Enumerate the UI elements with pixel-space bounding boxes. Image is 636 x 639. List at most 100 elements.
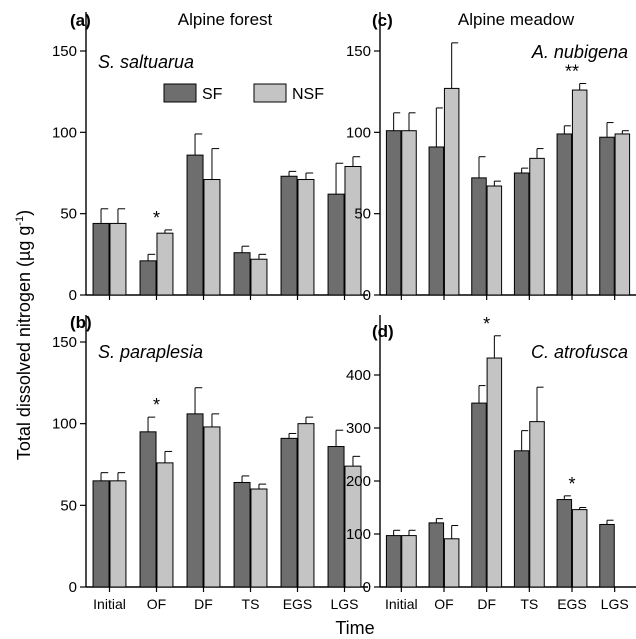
- y-tick-label: 100: [52, 416, 77, 433]
- significance-marker: *: [568, 474, 575, 494]
- y-tick-label: 50: [60, 206, 77, 223]
- y-tick-label: 100: [52, 124, 77, 141]
- x-axis-title: Time: [335, 618, 374, 638]
- panel-a: 0 50 100 150 * (a) S. saltuarua: [52, 11, 368, 304]
- bar-sf-ts: [233, 481, 251, 588]
- bar-nsf-of: [443, 87, 460, 296]
- bar-nsf-initial: [109, 222, 127, 296]
- x-tick-label: DF: [477, 596, 496, 612]
- significance-marker: *: [153, 395, 160, 415]
- x-tick-label: DF: [194, 596, 213, 612]
- bar-sf-egs: [556, 499, 573, 588]
- significance-marker: *: [483, 314, 490, 334]
- species-label-a: S. saltuarua: [98, 52, 194, 72]
- bar-nsf-of: [156, 462, 174, 588]
- bar-sf-egs: [556, 133, 573, 296]
- bar-nsf-initial: [109, 480, 127, 588]
- bar-nsf-of: [156, 232, 174, 296]
- x-tick-label: Initial: [93, 596, 126, 612]
- significance-marker: *: [153, 208, 160, 228]
- bar-sf-df: [471, 402, 487, 588]
- bar-sf-of: [139, 260, 157, 296]
- bar-nsf-initial: [401, 130, 417, 296]
- y-tick-label: 300: [346, 420, 371, 437]
- species-label-c: A. nubigena: [531, 42, 628, 62]
- panel-label-c: (c): [372, 11, 393, 30]
- y-tick-label: 100: [346, 526, 371, 543]
- bar-nsf-egs: [571, 509, 588, 588]
- x-tick-label: TS: [242, 596, 260, 612]
- x-tick-label: EGS: [283, 596, 313, 612]
- y-tick-label: 200: [346, 473, 371, 490]
- bar-nsf-df: [203, 179, 221, 296]
- y-tick-label: 0: [69, 287, 77, 304]
- bar-sf-ts: [233, 252, 251, 296]
- bar-nsf-ts: [529, 421, 545, 588]
- x-tick-label: EGS: [557, 596, 587, 612]
- bar-sf-df: [471, 177, 487, 296]
- bar-nsf-ts: [250, 258, 268, 296]
- panel-b: 0 50 100 150 Initial OF DF TS EGS LGS * (b) S. parap…: [52, 313, 368, 612]
- bar-nsf-of: [443, 538, 460, 588]
- panel-d: 0 100 200 300 400 Initial OF DF TS EGS LGS * * (d) C. …: [346, 314, 636, 612]
- y-tick-label: 0: [363, 287, 371, 304]
- bar-sf-of: [428, 146, 445, 296]
- legend-swatch-sf: [163, 83, 197, 103]
- y-tick-label: 150: [346, 43, 371, 60]
- column-title-forest: Alpine forest: [178, 10, 273, 29]
- legend-label-nsf: NSF: [292, 86, 324, 103]
- bar-nsf-egs: [297, 423, 315, 588]
- bar-sf-initial: [92, 222, 110, 296]
- y-tick-label: 50: [354, 206, 371, 223]
- species-label-b: S. paraplesia: [98, 342, 203, 362]
- column-title-meadow: Alpine meadow: [458, 10, 575, 29]
- bar-sf-lgs: [599, 523, 615, 588]
- bar-nsf-df: [203, 426, 221, 588]
- bar-sf-lgs: [327, 446, 345, 588]
- y-tick-label: 400: [346, 367, 371, 384]
- y-tick-label: 150: [52, 43, 77, 60]
- x-tick-label: OF: [147, 596, 166, 612]
- bar-nsf-egs: [297, 179, 315, 296]
- bar-nsf-df: [486, 185, 503, 296]
- x-tick-label: LGS: [601, 596, 629, 612]
- panel-c: 0 50 100 150 ** (c) A. nubigena: [346, 11, 636, 304]
- bar-sf-initial: [385, 130, 402, 296]
- significance-marker: **: [565, 62, 579, 82]
- y-tick-label: 150: [52, 334, 77, 351]
- panel-label-a: (a): [70, 11, 91, 30]
- y-axis-title-close: ): [14, 210, 34, 216]
- bar-sf-initial: [92, 480, 110, 588]
- bar-nsf-ts: [250, 488, 268, 588]
- y-axis-title-main: Total dissolved nitrogen (µg g: [14, 226, 34, 461]
- y-axis-title-sup: -1: [14, 216, 26, 226]
- legend-swatch-nsf: [253, 83, 287, 103]
- bar-sf-of: [428, 522, 445, 588]
- y-tick-label: 100: [346, 124, 371, 141]
- bar-sf-lgs: [599, 136, 615, 296]
- bar-sf-df: [186, 413, 204, 588]
- bar-sf-egs: [280, 437, 298, 588]
- x-tick-label: LGS: [330, 596, 358, 612]
- x-tick-label: Initial: [385, 596, 418, 612]
- species-label-d: C. atrofusca: [531, 342, 628, 362]
- bar-nsf-lgs: [344, 165, 362, 296]
- bar-nsf-egs: [571, 89, 588, 296]
- panel-label-b: (b): [70, 313, 92, 332]
- bar-sf-lgs: [327, 193, 345, 296]
- y-axis-title: Total dissolved nitrogen (µg g-1): [14, 210, 34, 460]
- bar-sf-df: [186, 154, 204, 296]
- bar-sf-initial: [385, 535, 402, 588]
- bar-nsf-df: [486, 357, 503, 588]
- y-tick-label: 50: [60, 497, 77, 514]
- legend: SF NSF: [163, 83, 324, 103]
- bar-sf-egs: [280, 175, 298, 296]
- y-tick-label: 0: [363, 579, 371, 596]
- bar-sf-of: [139, 431, 157, 588]
- bar-nsf-initial: [401, 535, 417, 588]
- bar-nsf-ts: [529, 157, 545, 296]
- bar-sf-ts: [513, 172, 530, 296]
- bar-sf-ts: [513, 450, 530, 588]
- legend-label-sf: SF: [202, 86, 223, 103]
